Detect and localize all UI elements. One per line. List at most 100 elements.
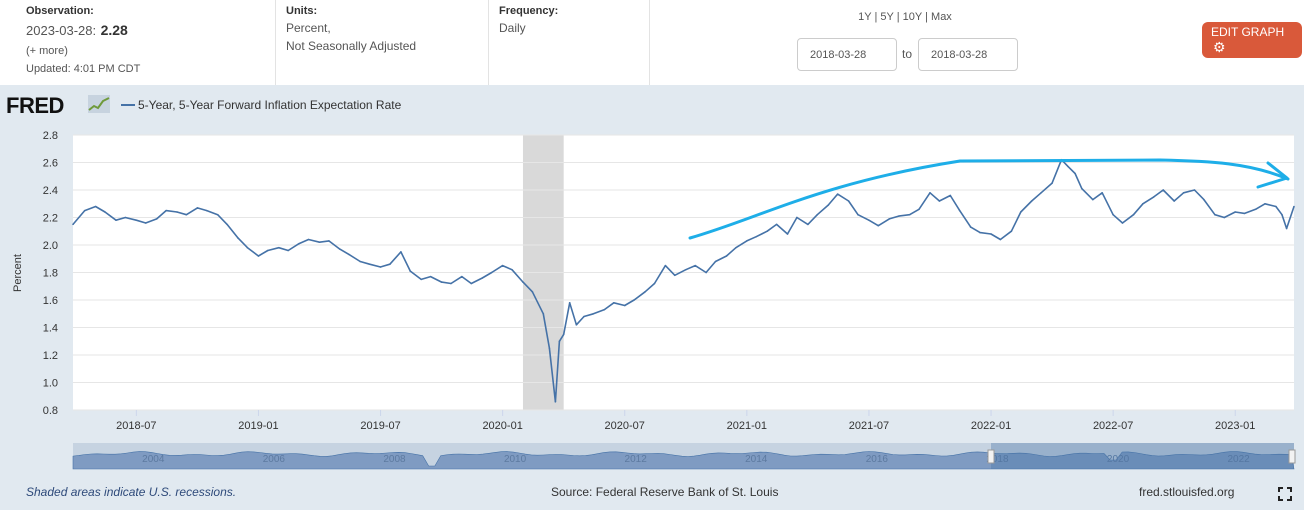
data-point [1101,191,1103,194]
updated-time: Updated: 4:01 PM CDT [26,63,141,75]
data-point [1074,172,1076,175]
data-point [83,209,86,212]
observation-panel: Observation: 2023-03-28: 2.28 (+ more) U… [0,0,276,85]
data-point [969,226,972,228]
data-point [490,271,493,274]
data-point [1067,165,1069,168]
data-point [1173,200,1175,202]
data-point [1153,196,1155,198]
more-observations-link[interactable]: (+ more) [26,45,68,57]
fred-logo[interactable]: FRED [6,93,64,118]
range-1y-link[interactable]: 1Y [858,11,872,23]
chart-svg[interactable]: 0.8 1.0 1.2 1.4 1.6 1.8 2.0 2.2 2.4 2.6 2.8 2018-0… [0,123,1304,510]
x-tick-label: 2020-07 [605,420,645,432]
range-5y-link[interactable]: 5Y [880,11,894,23]
data-point [1243,212,1246,215]
data-point [368,263,371,266]
data-point [176,211,178,213]
data-point [257,255,260,257]
legend-line-swatch [121,104,135,106]
data-point [359,260,361,263]
fullscreen-icon[interactable] [1278,487,1292,501]
x-tick-label: 2022-07 [1093,420,1133,432]
units-panel: Units: Percent, Not Seasonally Adjusted [276,0,489,85]
data-point [104,211,106,213]
data-point [786,233,789,235]
frequency-value: Daily [499,21,526,35]
annotation-arrow-head [1256,161,1289,189]
data-point [267,249,269,252]
site-link[interactable]: fred.stlouisfed.org [1139,485,1235,499]
series-title[interactable]: 5-Year, 5-Year Forward Inflation Expecta… [120,98,401,112]
data-point [339,248,341,250]
start-date-input[interactable] [797,38,897,71]
series-line[interactable] [72,158,1295,403]
x-tick-label: 2018-07 [116,420,156,432]
units-line1: Percent, [286,21,331,35]
y-tick-label: 2.8 [43,130,58,142]
x-tick-label: 2019-07 [360,420,400,432]
units-label: Units: [286,5,318,17]
x-tick-label: 2023-01 [1215,420,1255,432]
data-point [548,347,551,349]
observation-value: 2.28 [100,22,128,38]
data-point [1162,189,1165,191]
data-point [949,194,952,197]
data-point [501,264,504,267]
data-point [705,271,707,274]
data-point [144,222,147,224]
range-10y-link[interactable]: 10Y [902,11,923,23]
data-point [165,209,167,212]
data-point [1275,205,1277,208]
frequency-panel: Frequency: Daily [489,0,650,85]
navigator-selection[interactable] [991,443,1294,469]
data-point [694,264,696,267]
to-label: to [902,47,913,61]
data-point [836,193,839,195]
data-point [929,191,931,194]
data-point [348,253,351,256]
x-tick-label: 2022-01 [971,420,1011,432]
data-point [420,278,423,281]
data-point [72,223,74,226]
data-point [755,235,758,238]
data-point [603,308,606,311]
units-line2: Not Seasonally Adjusted [286,39,417,53]
data-point [816,213,819,216]
end-date-input[interactable] [918,38,1018,71]
data-point [450,282,452,285]
y-tick-label: 2.6 [43,158,58,170]
y-axis-label: Percent [12,254,24,292]
y-axis-ticks: 0.8 1.0 1.2 1.4 1.6 1.8 2.0 2.2 2.4 2.6 2.8 [43,130,58,417]
data-point [1010,230,1013,233]
data-point [612,301,615,304]
data-point [633,299,635,301]
data-point [1281,213,1283,216]
data-point [1234,211,1237,213]
observation-date: 2023-03-28: [26,23,97,38]
navigator-right-handle[interactable] [1288,449,1296,464]
data-point [429,275,432,278]
navigator-label: 2012 [625,454,648,465]
data-point [1142,202,1144,205]
data-point [735,246,737,249]
data-point [1203,198,1205,201]
x-tick-label: 2021-01 [727,420,767,432]
edit-graph-label: EDIT GRAPH [1211,24,1285,39]
edit-graph-button[interactable]: EDIT GRAPH ⚙ [1202,22,1302,58]
data-point [1051,182,1053,184]
data-point [94,205,97,208]
x-tick-label: 2019-01 [238,420,278,432]
data-point [226,223,228,226]
x-tick-label: 2020-01 [482,420,522,432]
range-max-link[interactable]: Max [931,11,952,23]
data-point [684,268,687,271]
gear-icon: ⚙ [1213,38,1226,55]
data-point [583,315,585,318]
navigator-left-handle[interactable] [987,449,995,464]
data-point [1019,211,1022,213]
data-point [307,238,310,241]
data-point [124,216,127,219]
data-point [409,270,412,272]
